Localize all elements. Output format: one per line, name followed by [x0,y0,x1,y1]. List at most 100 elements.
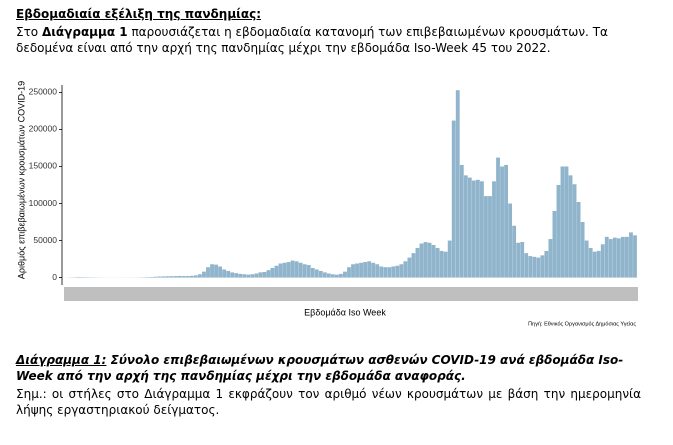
bar [399,264,404,278]
bar [177,275,182,278]
bar [596,250,601,278]
bar [161,276,166,278]
bar [322,272,327,278]
bar [157,276,162,278]
intro-text: παρουσιάζεται η εβδομαδιαία κατανομή των… [16,25,608,55]
bar [222,269,227,278]
bar [451,120,456,278]
bar [326,273,331,278]
bar [214,264,218,278]
heading-title: Εβδομαδιαία εξέλιξη της πανδημίας: [16,7,261,21]
bar [274,265,279,278]
bar [475,179,480,278]
bar [568,175,573,278]
bar [512,225,517,278]
bar [290,260,295,278]
bar [149,277,154,278]
bar [604,236,609,278]
bar [524,253,529,278]
bar [532,256,537,278]
bar [359,262,363,278]
bar [516,242,521,278]
bar [262,272,267,278]
bar [318,270,323,278]
bar [246,274,251,278]
bar [339,273,343,278]
bar [552,210,557,278]
bar [540,255,545,278]
bar [556,185,561,278]
bar [266,270,271,278]
bar [536,257,541,278]
bar [447,240,452,278]
bar [415,247,420,278]
bar [379,266,384,278]
bar [439,250,444,278]
bar [218,266,222,278]
y-tick-label: 200000 [29,124,58,134]
bar [467,177,472,278]
bar [383,267,388,278]
bar [165,276,170,278]
bar [351,264,355,278]
bar [423,242,428,278]
bar [492,181,496,278]
bar [633,235,637,278]
bar [282,262,287,278]
y-tick-label: 0 [52,272,57,282]
heading: Εβδομαδιαία εξέλιξη της πανδημίας: [16,6,641,22]
bar [298,262,303,278]
y-tick-label: 150000 [29,161,58,171]
bar [198,274,202,278]
bar [355,263,359,278]
bar [238,273,243,278]
bar [226,270,231,278]
plot: 0 50000 100000 150000 200000 250000 [29,85,637,285]
bar [508,203,513,278]
bar [270,267,275,278]
bar [181,276,186,278]
chart: 0 50000 100000 150000 200000 250000 Αριθμός ε… [16,81,638,327]
bar [278,263,283,278]
bar [427,242,432,278]
bar [194,275,198,278]
bar [463,175,468,278]
bar [169,276,174,278]
bar [572,184,577,278]
bar [484,196,488,278]
bar [411,253,416,278]
bar [576,202,581,278]
caption-text: Σύνολο επιβεβαιωμένων κρουσμάτων ασθενών… [16,353,624,383]
bar [234,273,239,278]
intro-text: Στο [16,25,42,39]
x-tick-label-band [64,287,638,301]
bar [431,245,436,278]
bar [189,275,194,278]
bar [625,236,629,278]
bar [504,165,508,278]
caption-label: Διάγραμμα 1: [16,353,107,367]
bar [302,264,307,278]
bar [480,181,484,278]
bar [173,276,178,278]
bar [363,262,368,278]
note: Σημ.: οι στήλες στο Διάγραμμα 1 εκφράζου… [16,387,641,417]
bar [371,262,376,278]
bar [306,265,311,278]
bar [455,90,460,278]
bar [608,239,613,278]
bar [616,238,621,278]
bar [391,266,396,278]
y-tick-label: 250000 [29,87,58,97]
bar [202,271,206,278]
bar [310,267,315,278]
bar [286,262,291,278]
bar [395,265,400,278]
bar [153,276,158,278]
bar [258,272,263,278]
intro: Στο Διάγραμμα 1 παρουσιάζεται η εβδομαδι… [16,24,641,56]
bar [403,261,408,278]
bar [528,256,533,278]
y-axis-label: Αριθμός επιβεβαιωμένων κρουσμάτων COVID-… [16,81,26,279]
